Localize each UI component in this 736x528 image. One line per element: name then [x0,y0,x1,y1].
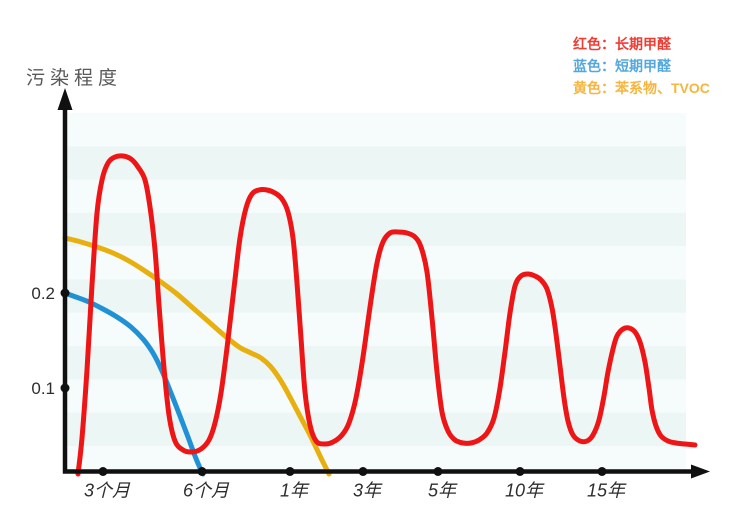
x-tick-dot [358,467,368,476]
x-tick-dot [285,467,295,476]
plot-background-stripe [65,379,686,413]
y-tick-label: 0.2 [31,284,55,303]
y-tick-dot [60,383,70,393]
y-axis-title: 污染程度 [26,68,123,89]
x-tick-dot [515,467,525,476]
y-tick-dot [60,288,70,298]
x-tick-label: 3年 [353,481,383,501]
x-tick-dot [433,467,443,476]
plot-background-stripe [65,113,686,147]
legend: 红色：长期甲醛 蓝色：短期甲醛黄色：苯系物、TVOC [573,33,710,99]
plot-background-stripe [65,412,686,446]
x-tick-label: 5年 [428,481,458,501]
x-axis-arrowhead [691,464,710,479]
legend-item-2: 黄色：苯系物、TVOC [573,80,710,96]
plot-background-stripe [65,346,686,380]
plot-background-stripe [65,312,686,347]
legend-item-1: 蓝色：短期甲醛 [573,58,671,74]
plot-background-stripe [65,146,686,180]
plot-background-stripe [65,179,686,213]
x-tick-dot [597,467,607,476]
x-tick-dot [197,467,207,476]
plot-background-stripe [65,446,686,472]
red-curve [75,153,698,477]
x-tick-label: 10年 [505,481,545,501]
x-tick-label: 1年 [280,481,310,501]
y-axis-arrowhead [57,88,73,110]
x-tick-label: 3个月 [84,481,131,501]
legend-item-0: 红色：长期甲醛 [573,36,671,52]
plot-background-stripe [65,212,686,247]
yellow-curve [62,235,332,477]
x-tick-label: 15年 [587,481,627,501]
x-tick-dot [98,467,108,476]
x-tick-label: 6个月 [183,481,230,501]
y-tick-label: 0.1 [31,379,55,398]
